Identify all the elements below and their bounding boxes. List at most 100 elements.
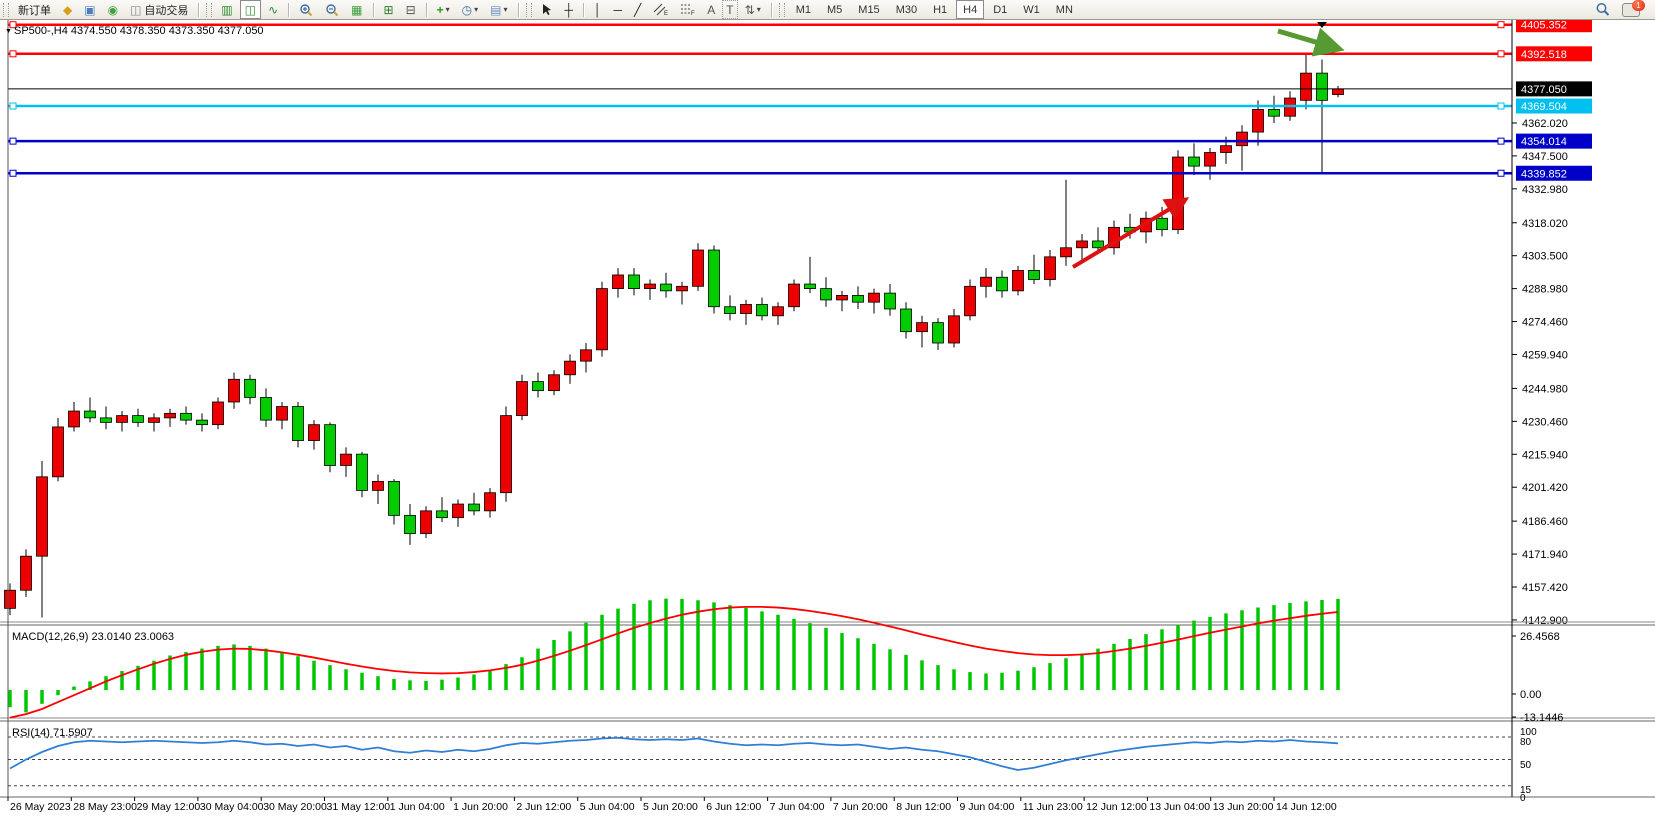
line-handle[interactable] [9,21,17,29]
candle-body [852,294,864,303]
price-tick-label: 4201.420 [1522,482,1568,494]
timeframe-h1-button[interactable]: H1 [933,3,948,16]
separator [198,2,200,17]
equidistant-channel-tool-button[interactable]: E [648,0,673,19]
zoom-out-icon [326,3,339,16]
separator [517,2,519,17]
candle-body [628,274,640,289]
candle-body [148,417,160,423]
time-axis-label: 9 Jun 04:00 [960,801,1015,813]
chart-profile-icon[interactable]: ◆ [63,2,73,17]
price-tick-label: 4186.460 [1522,516,1568,528]
bar-chart-button[interactable]: ▥ [221,2,233,17]
candle-body [420,510,432,534]
line-handle[interactable] [1497,137,1505,145]
candle-body [948,315,960,344]
timeframe-m5-button[interactable]: M5 [827,3,843,16]
line-handle[interactable] [1497,21,1505,29]
toolbar-grip[interactable] [778,2,785,17]
candle-body [772,306,784,317]
notifications-button[interactable]: 1 [1617,0,1645,19]
indicator-window-remove-button[interactable]: ⊟ [405,2,416,17]
period-clock-button[interactable]: ◷ ▾ [457,0,484,19]
timeframe-h4-button[interactable]: H4 [956,0,985,19]
arrows-icon: ⇅ [744,2,755,17]
toolbar-grip[interactable] [3,2,9,17]
candle-body [68,410,80,428]
line-handle[interactable] [1497,50,1505,58]
zoom-in-button[interactable] [294,0,318,19]
price-tick-label: 4157.420 [1522,582,1568,594]
time-axis-label: 13 Jun 20:00 [1213,801,1274,813]
candle-body [692,249,704,287]
line-handle[interactable] [9,169,17,177]
time-axis-label: 8 Jun 12:00 [896,801,951,813]
rsi-axis-label: 80 [1520,737,1532,748]
price-tag [1516,165,1592,181]
candle-body [1188,156,1200,167]
toolbar-grip[interactable] [525,2,532,17]
candle-chart-button[interactable]: ◫ [239,0,262,19]
candle-body [708,249,720,308]
trendline-tool-button[interactable]: ╱ [634,2,642,17]
candle-body [916,322,928,333]
time-axis-label: 7 Jun 20:00 [833,801,888,813]
timeframe-m30-button[interactable]: M30 [895,3,918,16]
price-tag-label: 4392.518 [1521,49,1567,61]
label-tool-button[interactable]: T [722,0,738,19]
candle-body [868,292,880,303]
red-up-arrow[interactable] [1071,197,1190,269]
vertical-line-tool-button[interactable]: │ [594,2,602,17]
indicator-window-add-button[interactable]: ⊞ [383,2,394,17]
timeframe-m1-button[interactable]: M1 [795,3,811,16]
line-handle[interactable] [1497,102,1505,110]
time-axis-label: 29 May 12:00 [137,801,201,813]
time-axis-label: 30 May 04:00 [200,801,264,813]
line-handle[interactable] [9,102,17,110]
line-chart-button[interactable]: ∿ [268,2,279,17]
auto-trading-button[interactable]: ◫ 自动交易 [130,2,189,17]
candle-body [1172,156,1184,231]
candle-body [452,503,464,519]
tile-windows-button[interactable]: ▦ [351,2,363,17]
time-axis-label: 2 Jun 12:00 [516,801,571,813]
timeframe-m15-button[interactable]: M15 [858,3,880,16]
price-tick-label: 4171.940 [1522,549,1568,561]
add-indicator-button[interactable]: + ▾ [432,0,455,19]
candle-body [1156,217,1168,231]
broadcast-icon[interactable]: ◉ [107,2,119,17]
cursor-tool-button[interactable] [536,0,558,19]
zoom-in-icon [300,3,313,16]
new-order-button[interactable]: 新订单 [18,4,51,17]
price-tick-label: 4362.020 [1522,118,1568,130]
line-handle[interactable] [9,137,17,145]
fibonacci-tool-button[interactable]: F [675,0,700,19]
profiles-icon[interactable]: ▣ [84,2,96,17]
green-arrow[interactable] [1277,27,1345,57]
arrows-tool-button[interactable]: ⇅ ▾ [740,0,766,19]
zoom-out-button[interactable] [320,0,344,19]
candle-body [180,412,192,421]
templates-button[interactable]: ▤ ▾ [485,0,512,19]
line-handle[interactable] [1497,169,1505,177]
candle-body [932,322,944,344]
price-tick-label: 4259.940 [1522,349,1568,361]
timeframe-w1-button[interactable]: W1 [1023,3,1040,16]
toolbar-grip[interactable] [206,2,213,17]
separator [288,2,290,17]
timeframe-d1-button[interactable]: D1 [993,3,1008,16]
search-button[interactable] [1590,0,1615,19]
timeframe-mn-button[interactable]: MN [1055,3,1073,16]
crosshair-tool-button[interactable]: ┼ [564,2,574,17]
line-handle[interactable] [9,50,17,58]
candle-body [980,276,992,287]
candle-body [900,308,912,333]
symbol-marker-icon[interactable]: ▼ [5,28,12,35]
down-arrow-marker[interactable] [1317,22,1327,28]
candle-body [116,415,128,423]
price-tick-label: 4274.460 [1522,317,1568,329]
horizontal-line-tool-button[interactable]: ─ [613,2,623,17]
text-tool-button[interactable]: A [707,2,716,17]
candle-body [388,480,400,516]
